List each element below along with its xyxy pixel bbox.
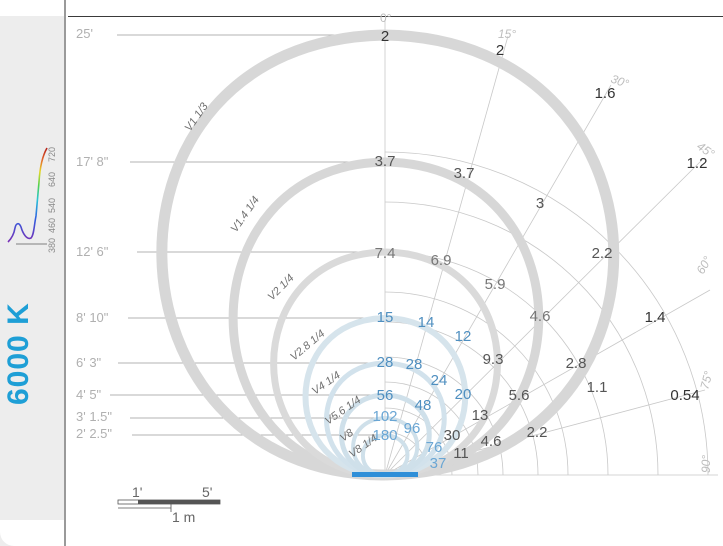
illuminance-value: 1.1 xyxy=(587,379,608,396)
distance-leaders xyxy=(110,34,385,436)
illuminance-value: 12 xyxy=(455,328,472,345)
spectrum-tick-label: 720 xyxy=(47,147,57,162)
sidebar-top xyxy=(0,0,66,16)
illuminance-value: 5.6 xyxy=(509,387,530,404)
polar-arc xyxy=(384,291,569,476)
illuminance-value: 7.4 xyxy=(375,245,396,262)
spectrum-tick-label: 460 xyxy=(47,218,57,233)
illuminance-value: 28 xyxy=(406,356,423,373)
illuminance-value: 37 xyxy=(430,455,447,472)
beam-curve xyxy=(339,392,432,478)
illuminance-value: 180 xyxy=(372,427,397,444)
radial-line-45 xyxy=(384,159,703,476)
angle-label: 30° xyxy=(609,72,631,91)
illuminance-value: 3 xyxy=(536,195,544,212)
angle-label: 60° xyxy=(693,254,714,277)
angle-label: 15° xyxy=(498,27,516,41)
beam-curve xyxy=(302,314,469,478)
sidebar-bottom-corner xyxy=(0,520,64,546)
spectrum-tick-label: 380 xyxy=(47,238,57,253)
spectrum-tick-label: 640 xyxy=(47,172,57,187)
top-rule xyxy=(68,16,723,17)
beam-curve xyxy=(270,248,501,479)
illuminance-value: 76 xyxy=(426,439,443,456)
illuminance-value: 0.54 xyxy=(670,387,699,404)
illuminance-value: 20 xyxy=(455,386,472,403)
distance-label: 2' 2.5" xyxy=(76,426,112,441)
illuminance-value: 5.9 xyxy=(485,276,506,293)
beam-curve xyxy=(351,415,420,477)
luminaire-icon xyxy=(352,472,418,477)
illuminance-value: 2.8 xyxy=(566,355,587,372)
distance-label: 12' 6" xyxy=(76,244,109,259)
spectrum-icon: 380 460 540 640 720 xyxy=(7,147,57,253)
illuminance-value: 4.6 xyxy=(481,433,502,450)
illuminance-value: 3.7 xyxy=(454,165,475,182)
illuminance-value: 56 xyxy=(377,387,394,404)
angle-label: 0° xyxy=(380,11,392,25)
illuminance-value: 4.6 xyxy=(530,308,551,325)
illuminance-value: 96 xyxy=(404,420,421,437)
sidebar-panel xyxy=(0,0,66,546)
illuminance-value: 2.2 xyxy=(592,245,613,262)
distance-label: 3' 1.5" xyxy=(76,409,112,424)
beam-curve xyxy=(228,157,544,480)
illuminance-value: 15 xyxy=(377,309,394,326)
illuminance-value: 1.6 xyxy=(595,85,616,102)
illuminance-value: 2 xyxy=(381,28,389,45)
beam-curve xyxy=(156,29,620,481)
distance-label: 25' xyxy=(76,26,93,41)
illuminance-value: 1.4 xyxy=(645,309,666,326)
angle-label: 90° xyxy=(699,455,713,473)
scale-label-feet-long: 5' xyxy=(202,484,212,500)
illuminance-value: 13 xyxy=(472,407,489,424)
scale-label-meter: 1 m xyxy=(172,509,195,525)
illuminance-value: 14 xyxy=(418,314,435,331)
beam-curve xyxy=(324,360,447,478)
distance-label: 6' 3" xyxy=(76,355,102,370)
illuminance-value: 24 xyxy=(431,372,448,389)
illuminance-value: 2 xyxy=(496,42,504,59)
illuminance-value: 3.7 xyxy=(375,153,396,170)
illuminance-value: 9.3 xyxy=(483,351,504,368)
illuminance-value: 28 xyxy=(377,354,394,371)
spectrum-tick-label: 540 xyxy=(47,198,57,213)
distance-label: 4' 5" xyxy=(76,387,102,402)
illuminance-value: 11 xyxy=(453,445,469,462)
polar-arc xyxy=(384,201,659,476)
illuminance-value: 102 xyxy=(372,408,397,425)
scale-bar: 1' 5' 1 m xyxy=(117,484,221,525)
illuminance-value: 2.2 xyxy=(527,424,548,441)
angle-label: 75° xyxy=(697,369,715,390)
distance-label: 17' 8" xyxy=(76,154,109,169)
scale-label-feet-short: 1' xyxy=(132,484,142,500)
illuminance-value: 1.2 xyxy=(687,155,708,172)
distance-label: 8' 10" xyxy=(76,310,109,325)
illuminance-value: 48 xyxy=(415,397,432,414)
beam-curve xyxy=(360,432,410,477)
illuminance-value: 30 xyxy=(444,427,461,444)
illuminance-value: 6.9 xyxy=(431,252,452,269)
